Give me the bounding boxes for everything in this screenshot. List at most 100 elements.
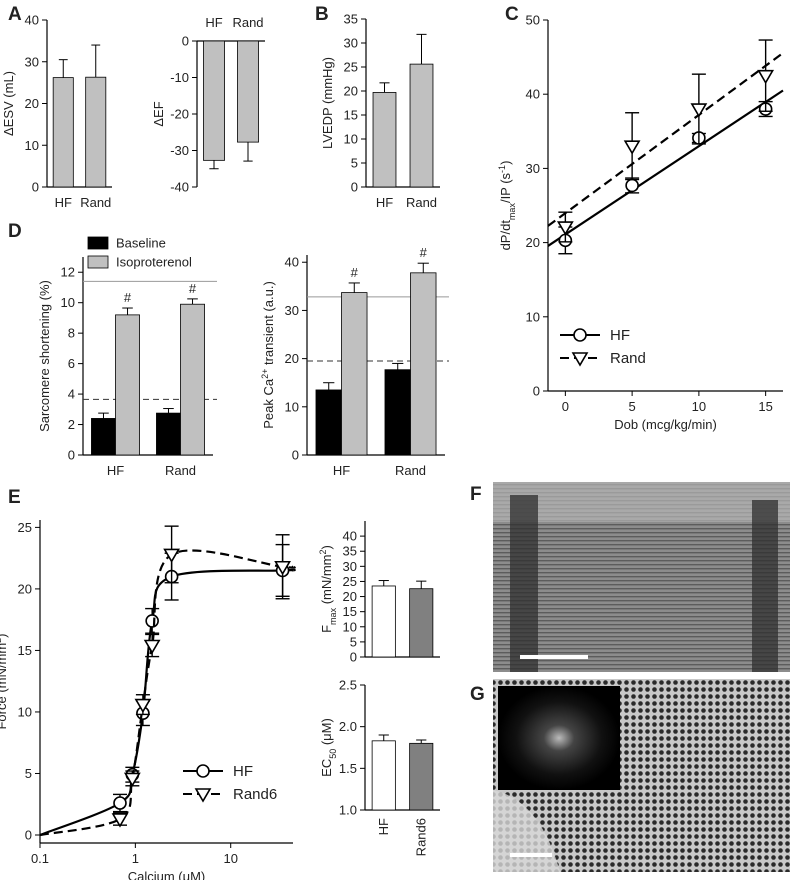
annotation: # (124, 290, 132, 305)
legend-label: Rand (610, 350, 646, 367)
y-tick-label: 8 (68, 326, 75, 341)
y-tick-label: 20 (18, 581, 32, 596)
y-tick-label: -30 (170, 143, 189, 158)
x-tick-label: 5 (629, 399, 636, 414)
axis-label: EC50 (μM) (319, 718, 338, 777)
x-tick-label: 15 (758, 399, 772, 414)
y-tick-label: 40 (25, 13, 39, 28)
bar (115, 314, 140, 456)
legend-swatch (87, 255, 109, 269)
fit-curve (39, 549, 296, 837)
label-part: dP/dt (498, 220, 513, 251)
bar (237, 40, 259, 143)
y-tick-label: 1.5 (339, 761, 357, 776)
label-part: EC (319, 759, 334, 777)
marker (623, 140, 641, 155)
axis-label: ΔESV (mL) (1, 71, 16, 136)
x-tick-label: 10 (692, 399, 706, 414)
y-tick-label: 0 (350, 650, 357, 665)
y-tick-label: 20 (526, 235, 540, 250)
marker (123, 772, 141, 787)
y-tick-label: 5 (351, 156, 358, 171)
annotation: # (420, 245, 428, 260)
y-tick-label: 25 (344, 60, 358, 75)
marker (625, 178, 639, 193)
bar (85, 76, 107, 188)
bar (315, 389, 342, 456)
panel-label: D (8, 221, 22, 242)
axis-label: LVEDP (mmHg) (320, 57, 335, 149)
y-tick-label: -10 (170, 70, 189, 85)
y-tick-label: 50 (526, 13, 540, 28)
axis-label: Sarcomere shortening (%) (37, 280, 52, 432)
marker (194, 788, 212, 803)
x-tick-label: Rand (165, 463, 196, 478)
panel-label: E (8, 487, 21, 508)
legend-label: HF (610, 327, 630, 344)
x-tick-label: Rand (406, 195, 437, 210)
y-tick-label: 2.5 (339, 678, 357, 693)
y-tick-label: 0 (32, 180, 39, 195)
label-part: ) (0, 633, 9, 637)
y-tick-label: 12 (61, 265, 75, 280)
y-tick-label: 30 (344, 36, 358, 51)
marker (757, 69, 775, 85)
bar (409, 63, 434, 188)
y-tick-label: 30 (285, 303, 299, 318)
panel-label: B (315, 4, 329, 25)
y-tick-label: 40 (343, 529, 357, 544)
y-tick-label: 2.0 (339, 719, 357, 734)
legend-label: Isoproterenol (116, 255, 192, 270)
panel-label: C (505, 4, 519, 25)
x-tick-label: Rand (395, 463, 426, 478)
bar (372, 92, 397, 188)
legend-label: Baseline (116, 236, 166, 251)
legend-label: HF (233, 763, 253, 780)
y-tick-label: 10 (18, 704, 32, 719)
marker (163, 548, 181, 564)
axis-label: Force (mN/mm2) (0, 633, 9, 729)
y-tick-label: 30 (526, 161, 540, 176)
bar (384, 369, 411, 456)
label-part: transient (a.u.) (261, 281, 276, 368)
y-tick-label: 1.0 (339, 803, 357, 818)
y-tick-label: 10 (25, 138, 39, 153)
y-tick-label: 20 (285, 351, 299, 366)
axis-label: dP/dtmax/IP (s-1) (497, 161, 517, 251)
label-part: /IP (s (498, 172, 513, 203)
bar (52, 77, 74, 188)
bar (409, 742, 434, 811)
y-tick-label: 15 (343, 604, 357, 619)
marker (143, 639, 161, 655)
panel-label: G (470, 684, 485, 705)
label-part: ) (319, 545, 334, 549)
legend-swatch (87, 236, 109, 250)
y-tick-label: 0 (25, 828, 32, 843)
y-tick-label: 6 (68, 356, 75, 371)
bar (371, 740, 396, 811)
fit-line (547, 52, 784, 227)
annotation: # (189, 281, 197, 296)
label-part: max (328, 607, 338, 625)
y-tick-label: 10 (61, 295, 75, 310)
marker (111, 813, 129, 828)
y-tick-label: 0 (533, 384, 540, 399)
y-tick-label: 40 (285, 255, 299, 270)
y-tick-label: 10 (343, 619, 357, 634)
panel-label: F (470, 484, 482, 505)
x-tick-label: HF (107, 463, 124, 478)
bar (371, 585, 396, 658)
marker (571, 352, 589, 367)
y-tick-label: 10 (526, 309, 540, 324)
label-part: Peak Ca (261, 378, 276, 429)
x-tick-label: Rand (232, 15, 263, 30)
marker (113, 796, 127, 810)
y-tick-label: 0 (182, 34, 189, 49)
x-tick-label: HF (376, 195, 393, 210)
micrograph-g (493, 679, 790, 872)
label-part: 2+ (260, 369, 270, 379)
marker (196, 764, 210, 778)
x-tick-label: 10 (223, 851, 237, 866)
y-tick-label: 5 (350, 634, 357, 649)
